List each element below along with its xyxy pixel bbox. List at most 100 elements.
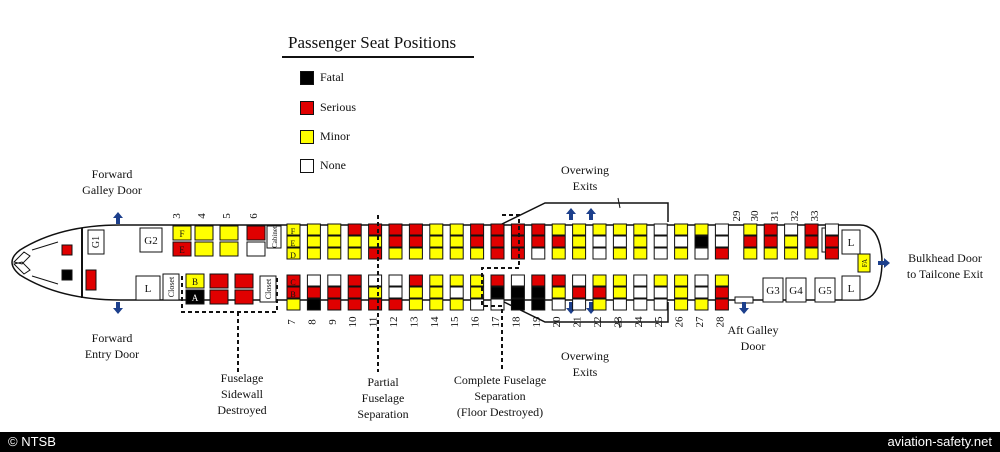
seat-18E	[510, 235, 525, 248]
arrow-up-icon	[113, 212, 123, 224]
seat-28B	[714, 286, 729, 299]
seat-letter: E	[179, 245, 185, 255]
legend-fatal: Fatal	[300, 70, 344, 85]
seat-13C	[408, 274, 423, 287]
seat-9C	[327, 274, 342, 287]
seat-30E	[763, 235, 778, 248]
first-class-seat	[234, 289, 254, 305]
seat-25E	[653, 235, 668, 248]
seat-17C	[490, 274, 505, 287]
seat-19F	[531, 223, 546, 236]
seat-27B	[694, 286, 709, 299]
cabinet-label: Cabinet	[271, 226, 279, 248]
first-class-seat	[194, 225, 214, 241]
row-number: 30	[749, 210, 761, 222]
seat-18B	[510, 286, 525, 299]
seat-19D	[531, 247, 546, 260]
seat-17E	[490, 235, 505, 248]
galley-g4-label: G4	[789, 285, 803, 297]
lavatory	[841, 229, 861, 255]
seat-27E	[694, 235, 709, 248]
seat-8C	[306, 274, 321, 287]
first-class-seat	[234, 273, 254, 289]
row-number: 12	[388, 317, 400, 328]
footer-bar: © NTSB aviation-safety.net	[0, 432, 1000, 452]
seat-21E	[572, 235, 587, 248]
seat-30F	[763, 223, 778, 236]
seat-13D	[408, 247, 423, 260]
overwing-exits-bottom-label: Overwing Exits	[561, 349, 609, 379]
seat-20D	[551, 247, 566, 260]
seat-21A	[572, 298, 587, 311]
seat-22C	[592, 274, 607, 287]
aft-galley-door-label: Aft Galley Door	[727, 323, 779, 353]
row-number: 19	[531, 316, 543, 328]
seat-27F	[694, 223, 709, 236]
row-number: 3	[171, 213, 183, 219]
seat-32D	[804, 247, 819, 260]
seat-9B	[327, 286, 342, 299]
seat-16D	[470, 247, 485, 260]
row-number: 7	[286, 319, 298, 325]
seat-26B	[674, 286, 689, 299]
seat-15A	[449, 298, 464, 311]
seat-11E	[368, 235, 383, 248]
seat-22D	[592, 247, 607, 260]
galley-g3	[762, 277, 784, 303]
seat-20F	[551, 223, 566, 236]
seat-10D	[347, 247, 362, 260]
seat-7B	[286, 286, 301, 299]
first-class-seat	[219, 241, 239, 257]
row-number: 29	[731, 210, 743, 222]
lavatory-label: L	[848, 237, 855, 249]
seat-23D	[612, 247, 627, 260]
partial-separation-label: Partial Fuselage Separation	[357, 375, 409, 421]
arrow-up-icon	[586, 208, 596, 220]
closet-label: Closet	[264, 278, 273, 299]
seat-25F	[653, 223, 668, 236]
seat-8D	[306, 247, 321, 260]
seat-23B	[612, 286, 627, 299]
row-number: 17	[490, 316, 502, 328]
seat-letter: C	[290, 278, 295, 287]
seat-14E	[429, 235, 444, 248]
row-number: 18	[510, 316, 522, 328]
seat-12D	[388, 247, 403, 260]
seat-18D	[510, 247, 525, 260]
seat-18C	[510, 274, 525, 287]
lavatory	[135, 275, 161, 301]
seat-18F	[510, 223, 525, 236]
seat-7A	[286, 298, 301, 311]
seat-8F	[306, 223, 321, 236]
cockpit-window-icon	[13, 261, 31, 275]
source-link[interactable]: aviation-safety.net	[887, 434, 992, 449]
galley-g3-label: G3	[766, 285, 780, 297]
seat-15C	[449, 274, 464, 287]
legend-none: None	[300, 158, 346, 173]
seat-32E	[804, 235, 819, 248]
seat-8E	[306, 235, 321, 248]
seat-letter: E	[291, 239, 296, 248]
seat-12A	[388, 298, 403, 311]
seat-11B	[368, 286, 383, 299]
seat-10C	[347, 274, 362, 287]
row-number: 24	[633, 316, 645, 328]
first-class-seat	[172, 225, 192, 241]
row-number: 5	[221, 213, 233, 219]
fuselage-drawing: G1G2LClosetClosetCabinetG3G4G5ClosetLLFA…	[11, 197, 890, 372]
seat-13A	[408, 298, 423, 311]
seat-26D	[674, 247, 689, 260]
legend-swatch	[300, 70, 314, 85]
arrow-down-icon	[113, 302, 123, 314]
first-class-seat	[209, 273, 229, 289]
seat-20A	[551, 298, 566, 311]
seat-25D	[653, 247, 668, 260]
row-number: 25	[653, 316, 665, 328]
seat-7D	[286, 247, 301, 260]
galley-g2	[139, 227, 163, 253]
seat-20B	[551, 286, 566, 299]
seat-12E	[388, 235, 403, 248]
seat-16C	[470, 274, 485, 287]
seat-letter: B	[192, 277, 198, 287]
first-class-seat	[209, 289, 229, 305]
